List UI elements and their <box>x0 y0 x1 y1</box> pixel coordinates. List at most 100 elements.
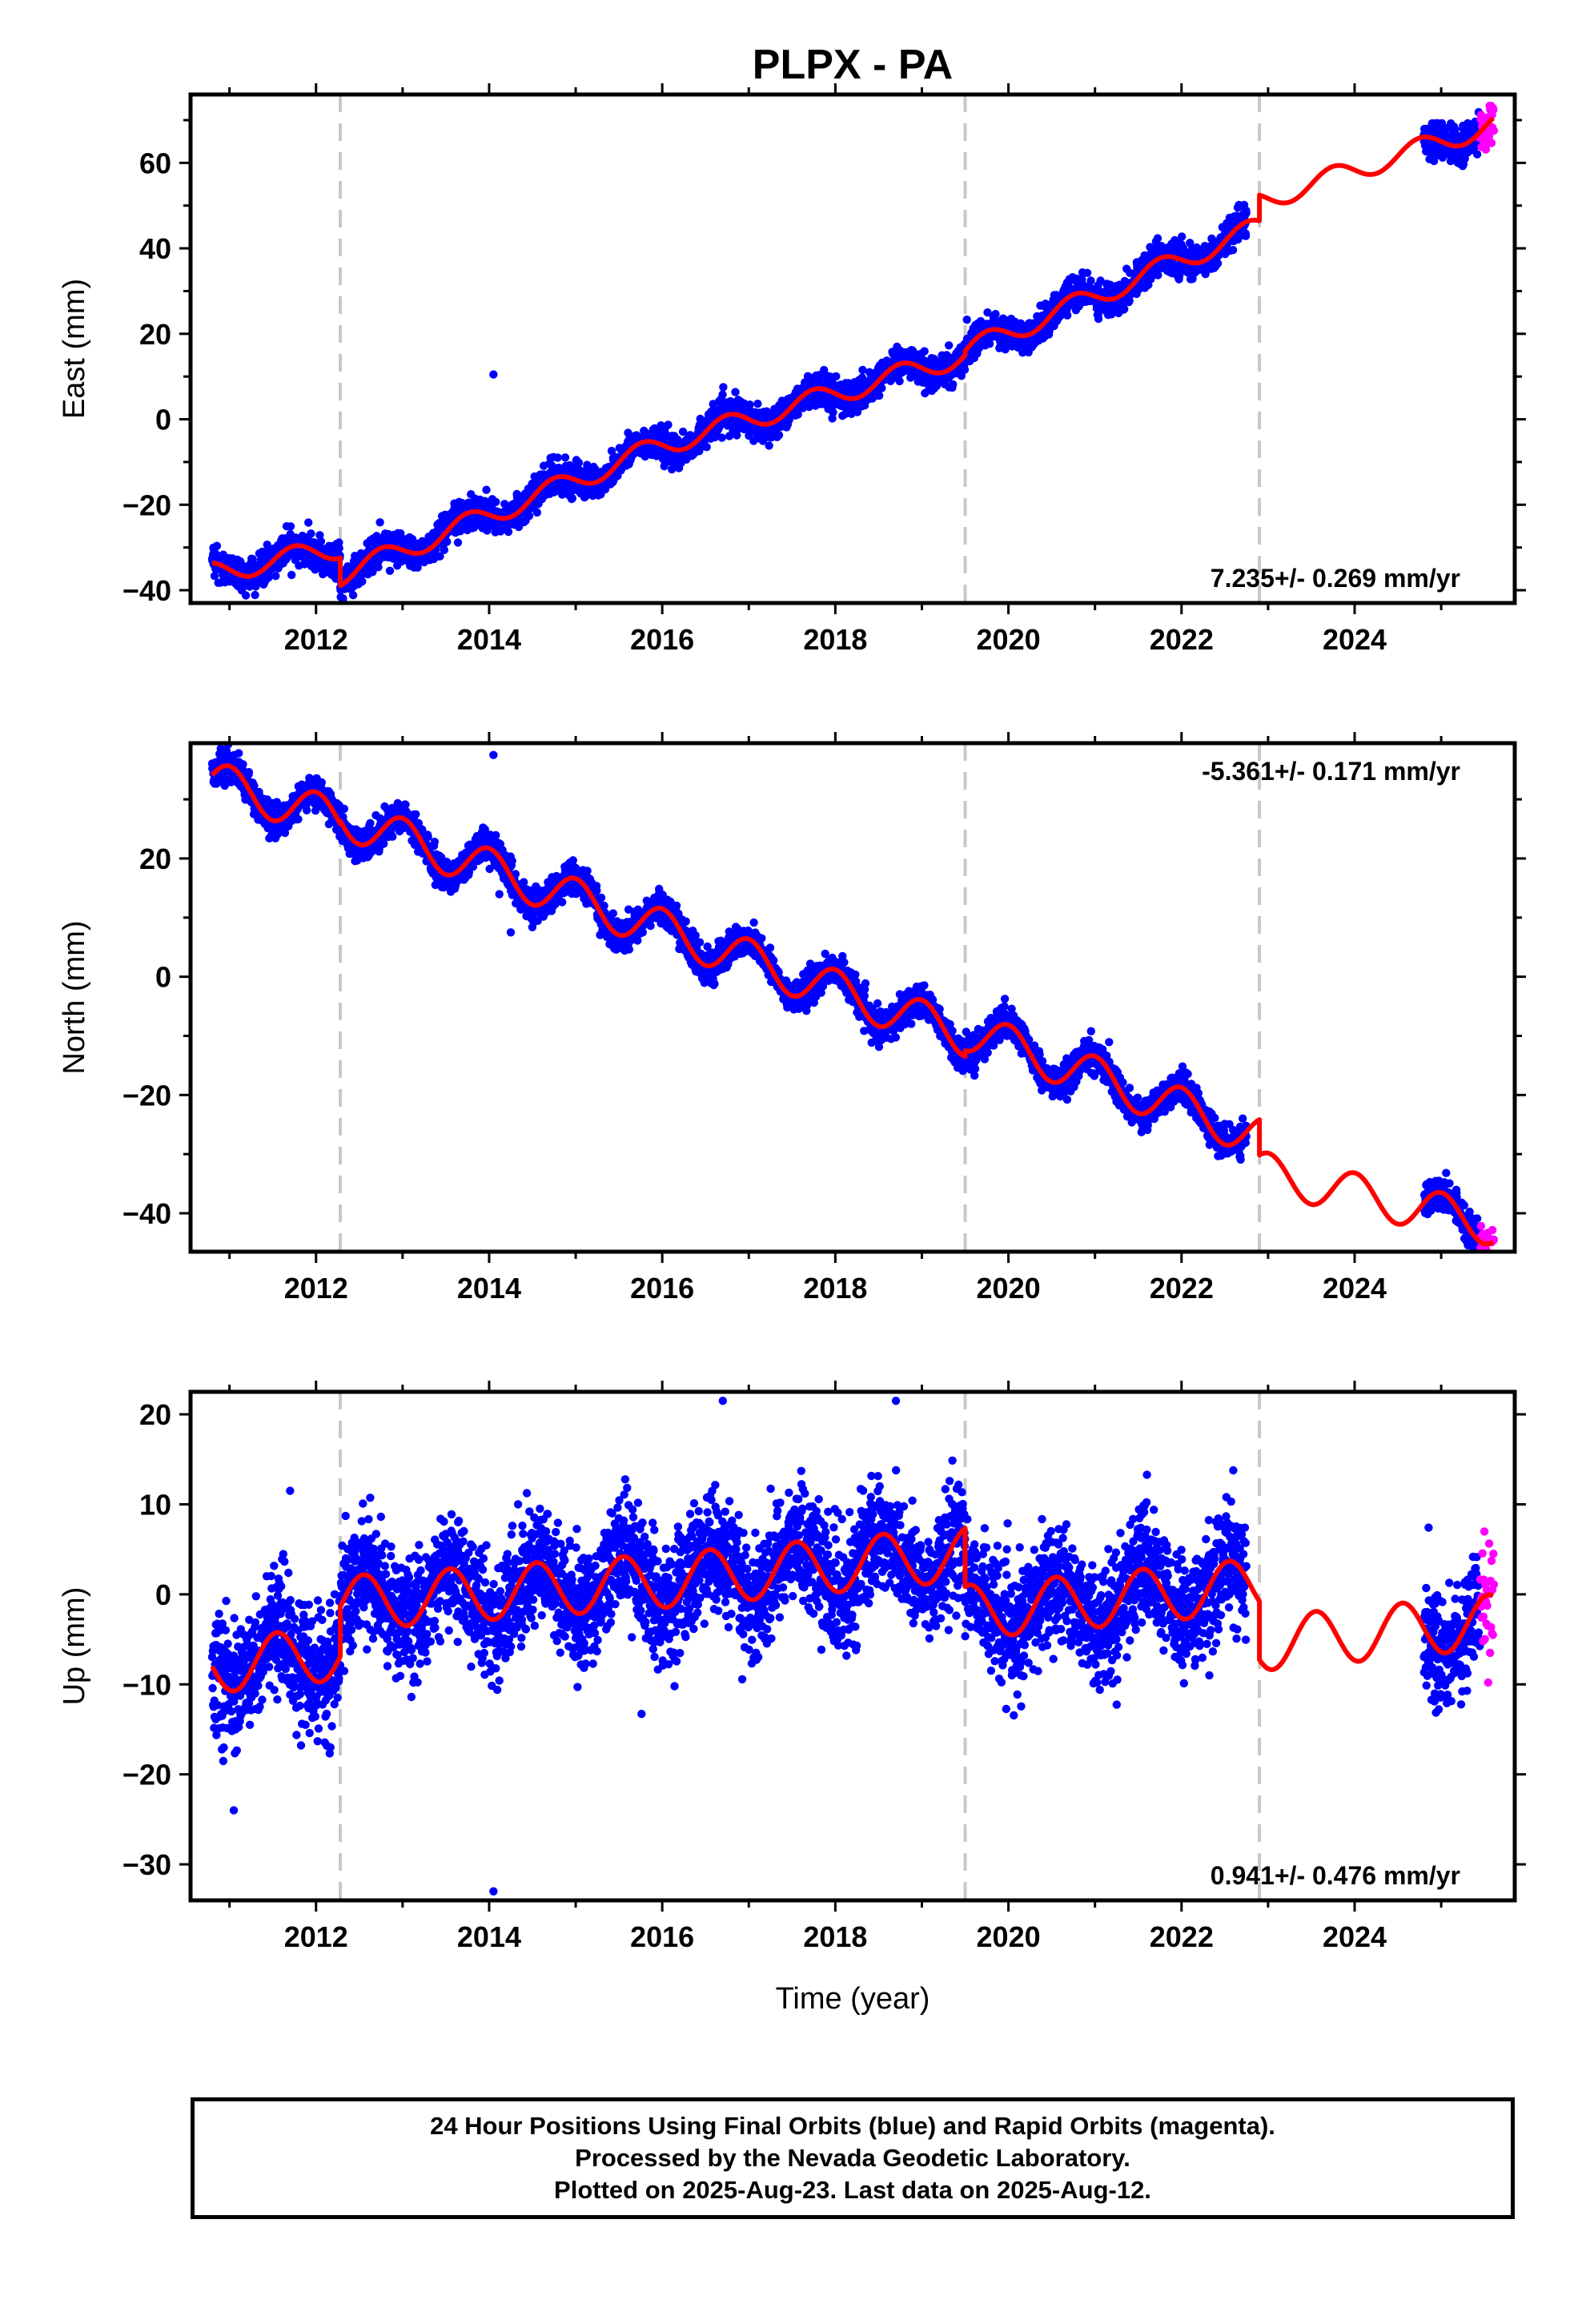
data-point <box>753 400 762 408</box>
rapid-point <box>1489 105 1498 115</box>
data-point <box>443 537 452 546</box>
data-point <box>335 544 343 553</box>
data-point <box>1094 314 1103 324</box>
data-point <box>385 566 395 575</box>
x-tick-label: 2022 <box>1150 623 1214 656</box>
data-point <box>210 572 219 581</box>
data-point <box>1213 259 1223 268</box>
data-point <box>731 388 740 396</box>
y-tick-label: −20 <box>122 489 171 521</box>
data-point <box>895 376 904 386</box>
data-point <box>1086 276 1095 285</box>
data-point <box>1228 246 1238 255</box>
data-point <box>271 572 280 581</box>
data-point <box>877 384 886 392</box>
rapid-point <box>1487 139 1496 147</box>
data-point <box>304 518 313 527</box>
data-point <box>368 568 377 577</box>
data-point <box>375 518 384 527</box>
data-point <box>1242 208 1251 218</box>
data-point <box>286 522 295 531</box>
data-point <box>553 453 562 462</box>
series-final-orbits-east <box>207 107 1484 603</box>
chart-title: PLPX - PA <box>753 42 953 88</box>
data-point <box>875 391 884 400</box>
data-point <box>1178 232 1186 241</box>
y-tick-label: 20 <box>139 318 171 351</box>
y-tick-label: 0 <box>155 404 171 436</box>
data-point <box>440 545 448 554</box>
data-point <box>664 420 673 429</box>
x-tick-label: 2012 <box>284 623 348 656</box>
data-point <box>358 577 367 586</box>
data-point <box>702 443 711 452</box>
data-point <box>745 400 754 409</box>
data-point <box>719 383 728 392</box>
data-point <box>949 380 958 389</box>
data-point <box>765 441 773 450</box>
data-point <box>315 531 324 540</box>
data-point <box>316 537 326 546</box>
data-point <box>436 552 444 561</box>
data-point <box>532 508 541 517</box>
data-point <box>235 749 243 758</box>
data-point <box>991 310 1000 319</box>
frame-east <box>188 92 1517 605</box>
data-point <box>960 365 970 374</box>
data-point <box>330 567 339 576</box>
data-point <box>568 494 577 503</box>
data-point <box>832 372 841 381</box>
x-tick-label: 2020 <box>977 623 1041 656</box>
data-point <box>265 572 274 581</box>
data-point <box>496 527 505 536</box>
rapid-point <box>1489 126 1499 135</box>
data-point <box>492 497 500 506</box>
data-point <box>1241 231 1251 240</box>
outlier-point <box>489 370 498 379</box>
data-point <box>251 590 259 600</box>
data-point <box>962 316 971 324</box>
data-point <box>244 768 254 777</box>
data-point <box>774 431 784 440</box>
data-point <box>560 453 570 462</box>
data-point <box>1120 304 1129 314</box>
data-point <box>241 591 251 600</box>
panel-east: 2012 2014 2016 2018 2020 2022 2024−40−20020406… <box>58 83 1526 656</box>
data-point <box>348 591 358 600</box>
data-point <box>718 390 727 399</box>
y-axis-label-east: East (mm) <box>58 279 91 419</box>
panel-north: 2012 2014 2016 2018 2020 2022 2024−40−20020Nor… <box>58 732 1526 1305</box>
data-point <box>239 760 247 769</box>
x-tick-label: 2016 <box>630 623 694 656</box>
data-point <box>1153 234 1162 243</box>
y-tick-label: 40 <box>139 232 171 265</box>
data-point <box>453 538 463 547</box>
x-tick-label: 2018 <box>803 623 867 656</box>
x-axis-label: Time (year) <box>776 1982 930 2016</box>
data-point <box>829 408 837 417</box>
data-point <box>717 433 726 442</box>
data-point <box>985 340 994 348</box>
data-point <box>1472 150 1482 159</box>
data-point <box>920 347 929 356</box>
panels-container: 2012 2014 2016 2018 2020 2022 2024−40−20020406… <box>58 83 1526 1953</box>
data-point <box>524 511 534 521</box>
data-point <box>212 541 222 550</box>
y-tick-label: 60 <box>139 147 171 179</box>
plot-area-north <box>207 743 1499 1252</box>
x-tick-label: 2024 <box>1323 623 1387 656</box>
data-point <box>504 527 513 537</box>
data-point <box>574 458 584 467</box>
data-point <box>482 485 491 494</box>
data-point <box>307 529 315 538</box>
data-point <box>374 563 383 572</box>
data-point <box>1082 268 1092 277</box>
model-curve-east <box>211 116 1496 589</box>
data-point <box>396 529 405 538</box>
data-point <box>583 460 592 469</box>
x-tick-label: 2014 <box>457 623 521 656</box>
data-point <box>678 427 688 436</box>
data-point <box>1063 311 1072 320</box>
data-point <box>287 570 296 580</box>
